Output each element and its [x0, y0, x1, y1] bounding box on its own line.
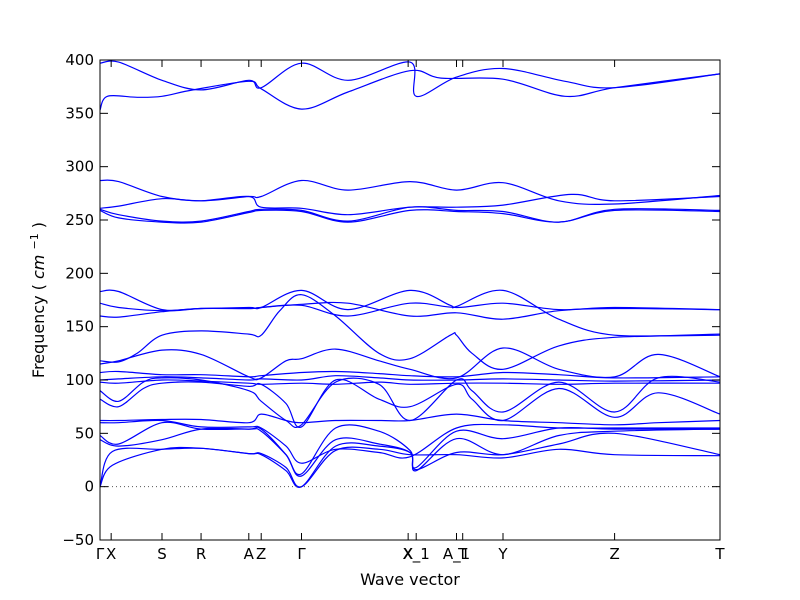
- x-tick-label: X: [403, 545, 413, 563]
- y-axis-label-open-paren: (: [29, 284, 48, 290]
- band-line-16: [99, 378, 721, 428]
- y-tick-labels: −50 0 50 100 150 200 250 300 350 400: [62, 51, 94, 549]
- y-axis-label-group: Frequency ( cm −1 ): [23, 222, 48, 378]
- band-line-1: [99, 69, 721, 111]
- band-lines: [99, 60, 721, 488]
- x-tick-label: Z: [609, 545, 619, 563]
- x-tick-label: S: [157, 545, 167, 563]
- y-axis-label-close-paren: ): [29, 222, 48, 228]
- y-tick-label: −50: [62, 531, 94, 549]
- x-tick-label: Γ: [96, 545, 105, 563]
- x-tick-label: R: [196, 545, 206, 563]
- x-tick-label: Γ: [297, 545, 306, 563]
- x-tick-label: T: [714, 545, 725, 563]
- band-line-18: [99, 419, 720, 464]
- band-line-10: [99, 294, 721, 370]
- y-tick-label: 300: [65, 158, 94, 176]
- band-line-2: [99, 60, 721, 97]
- y-tick-label: 350: [65, 104, 94, 122]
- band-line-11: [99, 347, 721, 381]
- y-axis-label-unit-exponent: −1: [28, 233, 41, 249]
- band-line-9: [99, 301, 721, 320]
- band-line-19: [99, 421, 721, 476]
- y-tick-label: 0: [84, 478, 94, 496]
- band-line-13: [99, 375, 721, 382]
- y-tick-label: 50: [75, 424, 94, 442]
- plot-frame: [99, 59, 721, 541]
- band-line-22: [99, 446, 721, 488]
- band-line-14: [99, 379, 721, 385]
- x-tick-label: T: [457, 545, 468, 563]
- band-line-15: [99, 375, 721, 428]
- y-axis-label-text: Frequency: [29, 295, 48, 378]
- y-tick-label: 250: [65, 211, 94, 229]
- band-line-4: [99, 193, 721, 216]
- y-tick-label: 150: [65, 318, 94, 336]
- band-line-3: [99, 179, 721, 205]
- x-tick-label: A_1: [443, 545, 470, 564]
- band-line-12: [99, 370, 721, 379]
- x-tick-label: A: [244, 545, 255, 563]
- y-tick-label: 400: [65, 51, 94, 69]
- band-line-17: [99, 413, 721, 426]
- x-tick-label: X_1: [403, 545, 430, 564]
- x-tick-label: Z: [256, 545, 266, 563]
- band-line-6: [99, 209, 721, 224]
- band-line-20: [99, 426, 721, 477]
- x-tick-label: Y: [497, 545, 508, 563]
- y-axis-label-unit: cm: [29, 255, 48, 279]
- x-tick-label: X: [106, 545, 116, 563]
- x-tick-labels: Γ X S R A Z Γ XX_1 A_1T Y Z T: [96, 545, 726, 564]
- y-tick-label: 100: [65, 371, 94, 389]
- x-axis-label: Wave vector: [360, 570, 460, 589]
- y-axis-label: Frequency ( cm −1 ): [23, 222, 48, 378]
- y-tick-label: 200: [65, 264, 94, 282]
